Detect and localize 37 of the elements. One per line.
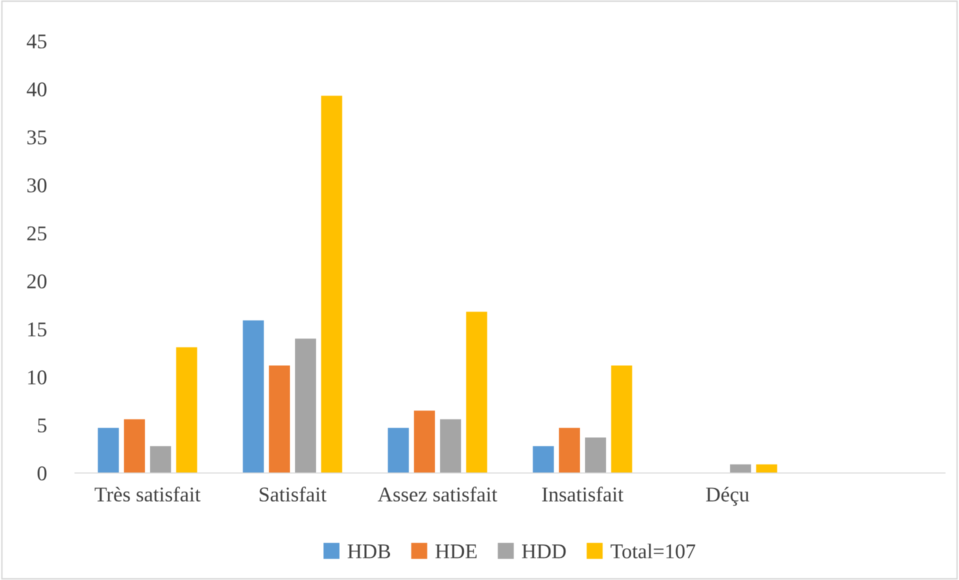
y-tick-label: 25 bbox=[27, 226, 46, 240]
bar bbox=[321, 96, 342, 473]
bar bbox=[98, 428, 119, 473]
x-tick-label: Déçu bbox=[706, 486, 750, 506]
bar bbox=[585, 437, 606, 473]
bar bbox=[532, 446, 554, 473]
y-tick-label: 15 bbox=[28, 322, 46, 336]
x-tick-label: Très satisfait bbox=[94, 486, 201, 502]
y-tick-label: 30 bbox=[27, 178, 46, 192]
y-tick-label: 20 bbox=[27, 274, 46, 288]
bar bbox=[440, 419, 462, 473]
x-tick-label: Assez satisfait bbox=[378, 486, 498, 502]
x-tick-label: Satisfait bbox=[260, 486, 327, 502]
y-tick-label: 10 bbox=[28, 370, 46, 384]
legend-label: HDE bbox=[435, 544, 477, 558]
y-tick-label: 35 bbox=[27, 130, 46, 144]
bar bbox=[124, 419, 145, 473]
x-tick-label: Insatisfait bbox=[542, 486, 624, 502]
y-tick-label: 45 bbox=[26, 34, 46, 48]
bar bbox=[730, 464, 752, 473]
bar bbox=[242, 320, 264, 473]
bar bbox=[388, 428, 409, 473]
legend-label: Total=107 bbox=[610, 544, 696, 558]
bar bbox=[295, 338, 316, 473]
bar bbox=[268, 365, 290, 473]
bar bbox=[176, 347, 198, 473]
legend-label: HDB bbox=[348, 544, 390, 558]
bar bbox=[558, 428, 580, 473]
y-tick-label: 5 bbox=[38, 418, 46, 432]
bar bbox=[756, 464, 778, 473]
bar bbox=[150, 446, 172, 473]
legend-label: HDD bbox=[522, 544, 566, 558]
bar bbox=[611, 365, 632, 473]
y-tick-label: 0 bbox=[38, 466, 46, 480]
bar bbox=[414, 410, 435, 473]
bar bbox=[466, 312, 488, 473]
y-tick-label: 40 bbox=[26, 82, 46, 96]
